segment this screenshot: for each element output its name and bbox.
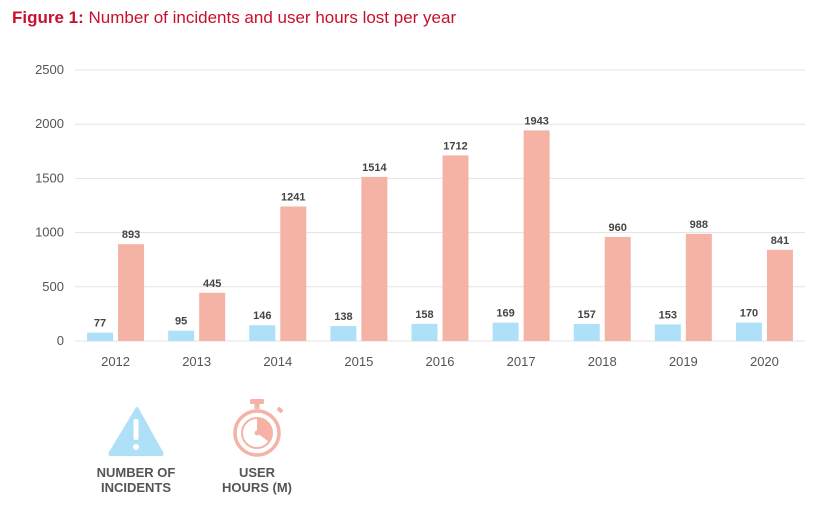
incidents-bar — [492, 322, 519, 341]
x-tick-label: 2018 — [588, 354, 617, 369]
legend-incidents-line2: INCIDENTS — [101, 480, 171, 495]
y-tick-label: 1500 — [35, 170, 64, 185]
hours-value-label: 1241 — [281, 191, 305, 203]
legend: NUMBER OF INCIDENTS USER HOURS (M) — [97, 399, 292, 495]
incidents-bar — [654, 324, 681, 341]
x-tick-label: 2012 — [101, 354, 130, 369]
hours-value-label: 841 — [771, 235, 789, 247]
x-tick-label: 2014 — [263, 354, 292, 369]
incidents-bar — [87, 332, 114, 341]
incidents-value-label: 146 — [253, 310, 271, 322]
hours-value-label: 988 — [690, 219, 708, 231]
hours-bar — [361, 176, 388, 341]
figure-title: Number of incidents and user hours lost … — [88, 8, 457, 27]
bars — [87, 130, 793, 341]
incidents-value-label: 170 — [740, 308, 758, 320]
incidents-bar — [168, 330, 195, 341]
x-tick-label: 2020 — [750, 354, 779, 369]
incidents-value-label: 77 — [94, 318, 106, 330]
x-tick-label: 2016 — [426, 354, 455, 369]
grid — [75, 69, 805, 342]
hours-value-label: 1943 — [524, 115, 548, 127]
y-axis: 0 500 1000 1500 2000 2500 — [35, 62, 64, 348]
y-tick-label: 0 — [57, 333, 64, 348]
hours-value-label: 445 — [203, 278, 221, 290]
hours-bar — [685, 233, 712, 341]
legend-hours-line2: HOURS (M) — [222, 480, 292, 495]
incidents-bar — [249, 325, 276, 341]
stopwatch-icon — [233, 399, 284, 457]
hours-bar — [442, 155, 469, 341]
incidents-value-label: 169 — [496, 308, 514, 320]
y-tick-label: 2000 — [35, 116, 64, 131]
hours-bar — [523, 130, 550, 341]
chart-title: Figure 1: Number of incidents and user h… — [12, 8, 456, 28]
warning-triangle-icon — [108, 407, 164, 456]
hours-value-label: 960 — [609, 222, 627, 234]
incidents-value-label: 158 — [415, 309, 433, 321]
x-axis: 2012 2013 2014 2015 2016 2017 2018 2019 2020 — [101, 354, 779, 369]
x-tick-label: 2015 — [344, 354, 373, 369]
y-tick-label: 2500 — [35, 62, 64, 77]
x-tick-label: 2019 — [669, 354, 698, 369]
incidents-bar — [573, 323, 600, 341]
figure-label: Figure 1: — [12, 8, 84, 27]
hours-value-label: 1712 — [443, 140, 467, 152]
hours-value-label: 1514 — [362, 162, 387, 174]
y-tick-label: 500 — [42, 279, 64, 294]
legend-incidents-line1: NUMBER OF — [97, 465, 176, 480]
data-labels: 77 893 95 445 146 1241 138 1514 158 1712 169 1943 15… — [94, 115, 789, 329]
y-tick-label: 1000 — [35, 225, 64, 240]
incidents-value-label: 95 — [175, 316, 187, 328]
incidents-value-label: 138 — [334, 311, 352, 323]
hours-bar — [604, 236, 631, 341]
hours-bar — [199, 292, 226, 341]
incidents-bar — [330, 326, 357, 341]
hours-value-label: 893 — [122, 229, 140, 241]
x-tick-label: 2017 — [507, 354, 536, 369]
legend-hours-line1: USER — [239, 465, 276, 480]
incidents-bar — [411, 323, 438, 341]
hours-bar — [280, 206, 307, 341]
hours-bar — [118, 244, 145, 341]
x-tick-label: 2013 — [182, 354, 211, 369]
incidents-value-label: 153 — [659, 309, 677, 321]
incidents-bar — [735, 322, 762, 341]
incidents-value-label: 157 — [578, 309, 596, 321]
hours-bar — [766, 249, 793, 341]
